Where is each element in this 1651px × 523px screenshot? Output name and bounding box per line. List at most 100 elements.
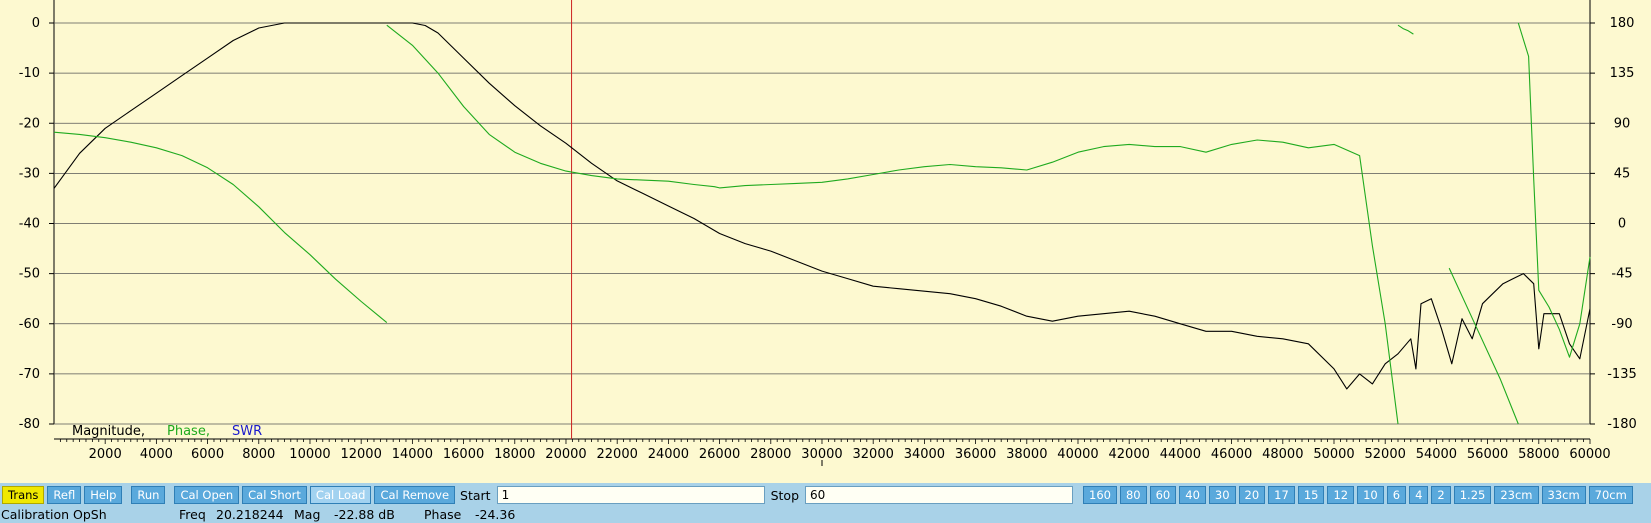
band-button-4[interactable]: 4 <box>1409 486 1429 504</box>
bottom-tick-label: 34000 <box>904 447 945 462</box>
bottom-tick-label: 48000 <box>1262 447 1303 462</box>
left-tick-label: -70 <box>19 367 40 382</box>
bottom-tick-label: 50000 <box>1313 447 1354 462</box>
mag-value: -22.88 dB <box>334 507 395 522</box>
right-tick-label: -180 <box>1607 417 1637 432</box>
status-bar: Calibration OpSh Freq 20.218244 Mag -22.… <box>0 507 1651 523</box>
bottom-tick-label: 4000 <box>140 447 173 462</box>
band-buttons: 160 80 60 40 30 20 17 15 12 10 6 4 2 1.25 23cm 33cm 70cm <box>1083 486 1633 504</box>
freq-label: Freq <box>179 507 206 522</box>
left-tick-label: -10 <box>19 66 40 81</box>
cal-load-button[interactable]: Cal Load <box>309 486 372 504</box>
band-button-20[interactable]: 20 <box>1238 486 1266 504</box>
cal-open-button[interactable]: Cal Open <box>174 486 240 504</box>
right-tick-label: 135 <box>1610 66 1635 81</box>
band-button-70cm[interactable]: 70cm <box>1588 486 1633 504</box>
bottom-tick-label: 18000 <box>494 447 535 462</box>
bottom-tick-label: 20000 <box>545 447 586 462</box>
vna-plot[interactable]: 0 -10 -20 -30 -40 -50 -60 -70 -80 180 135 90 45 0 -45… <box>0 0 1651 483</box>
bottom-tick-label: 52000 <box>1365 447 1406 462</box>
trace-phase-3 <box>1397 24 1414 35</box>
bottom-tick-label: 38000 <box>1006 447 1047 462</box>
band-button-6[interactable]: 6 <box>1386 486 1407 504</box>
bottom-tick-label: 46000 <box>1211 447 1252 462</box>
bottom-tick-label: 36000 <box>955 447 996 462</box>
legend-entry-swr: SWR <box>232 424 262 439</box>
left-axis-ticks: 0 -10 -20 -30 -40 -50 -60 -70 -80 <box>19 16 54 432</box>
left-tick-label: -60 <box>19 317 40 332</box>
trans-button[interactable]: Trans <box>2 486 45 504</box>
bottom-tick-label: 22000 <box>597 447 638 462</box>
bottom-tick-label: 40000 <box>1057 447 1098 462</box>
legend-entry-magnitude: Magnitude, <box>72 424 145 439</box>
bottom-tick-label: 16000 <box>443 447 484 462</box>
trace-phase-1 <box>53 131 388 324</box>
trace-magnitude-0 <box>53 22 1591 390</box>
right-tick-label: 90 <box>1614 116 1631 131</box>
trace-phase-5 <box>1517 22 1591 358</box>
plot-traces <box>53 0 1591 439</box>
bottom-tick-label: 8000 <box>242 447 275 462</box>
bottom-tick-label: 28000 <box>750 447 791 462</box>
left-tick-label: 0 <box>32 16 40 31</box>
bottom-tick-label: 26000 <box>699 447 740 462</box>
cal-remove-button[interactable]: Cal Remove <box>374 486 456 504</box>
band-button-80[interactable]: 80 <box>1119 486 1147 504</box>
left-tick-label: -50 <box>19 267 40 282</box>
legend-entry-phase: Phase, <box>167 424 210 439</box>
band-button-1.25[interactable]: 1.25 <box>1453 486 1492 504</box>
cal-short-button[interactable]: Cal Short <box>242 486 307 504</box>
bottom-axis-ticks: 2000 4000 6000 8000 10000 12000 14000 16000 1800… <box>59 439 1611 466</box>
phase-label: Phase <box>424 507 462 522</box>
freq-value: 20.218244 <box>216 507 284 522</box>
band-button-40[interactable]: 40 <box>1179 486 1206 504</box>
right-tick-label: -90 <box>1611 317 1632 332</box>
bottom-tick-label: 30000 <box>801 447 842 462</box>
bottom-tick-label: 58000 <box>1518 447 1559 462</box>
bottom-tick-label: 2000 <box>89 447 122 462</box>
band-button-60[interactable]: 60 <box>1149 486 1177 504</box>
right-tick-label: 180 <box>1610 16 1635 31</box>
bottom-tick-label: 6000 <box>191 447 224 462</box>
bottom-tick-label: 60000 <box>1569 447 1610 462</box>
band-button-160[interactable]: 160 <box>1083 486 1117 504</box>
phase-value: -24.36 <box>475 507 516 522</box>
refl-button[interactable]: Refl <box>47 486 82 504</box>
start-input[interactable] <box>496 486 765 504</box>
run-button[interactable]: Run <box>131 486 166 504</box>
left-tick-label: -80 <box>19 417 40 432</box>
right-axis-ticks: 180 135 90 45 0 -45 -90 -135 -180 <box>1590 16 1637 432</box>
right-tick-label: 0 <box>1618 217 1626 232</box>
band-button-2[interactable]: 2 <box>1431 486 1451 504</box>
band-button-30[interactable]: 30 <box>1208 486 1236 504</box>
right-tick-label: -45 <box>1611 267 1632 282</box>
trace-phase-4 <box>1448 267 1519 425</box>
bottom-tick-label: 12000 <box>340 447 381 462</box>
band-button-12[interactable]: 12 <box>1327 486 1355 504</box>
band-button-17[interactable]: 17 <box>1268 486 1295 504</box>
band-button-33cm[interactable]: 33cm <box>1541 486 1586 504</box>
stop-label: Stop <box>770 487 800 503</box>
grid-lines <box>53 0 1591 440</box>
bottom-tick-label: 56000 <box>1467 447 1508 462</box>
bottom-tick-label: 10000 <box>289 447 330 462</box>
right-tick-label: -135 <box>1607 367 1637 382</box>
left-tick-label: -40 <box>19 217 40 232</box>
mag-label: Mag <box>294 507 321 522</box>
bottom-tick-label: 54000 <box>1416 447 1457 462</box>
trace-phase-2 <box>386 24 1399 425</box>
band-button-10[interactable]: 10 <box>1357 486 1384 504</box>
help-button[interactable]: Help <box>84 486 123 504</box>
bottom-tick-label: 42000 <box>1109 447 1150 462</box>
left-tick-label: -20 <box>19 116 40 131</box>
toolbar: Trans Refl Help Run Cal Open Cal Short C… <box>0 483 1651 507</box>
band-button-15[interactable]: 15 <box>1297 486 1325 504</box>
stop-input[interactable] <box>805 486 1074 504</box>
start-label: Start <box>460 487 491 503</box>
bottom-tick-label: 24000 <box>648 447 689 462</box>
bottom-tick-label: 14000 <box>392 447 433 462</box>
right-tick-label: 45 <box>1614 166 1631 181</box>
bottom-tick-label: 32000 <box>853 447 894 462</box>
left-tick-label: -30 <box>19 166 40 181</box>
band-button-23cm[interactable]: 23cm <box>1494 486 1539 504</box>
